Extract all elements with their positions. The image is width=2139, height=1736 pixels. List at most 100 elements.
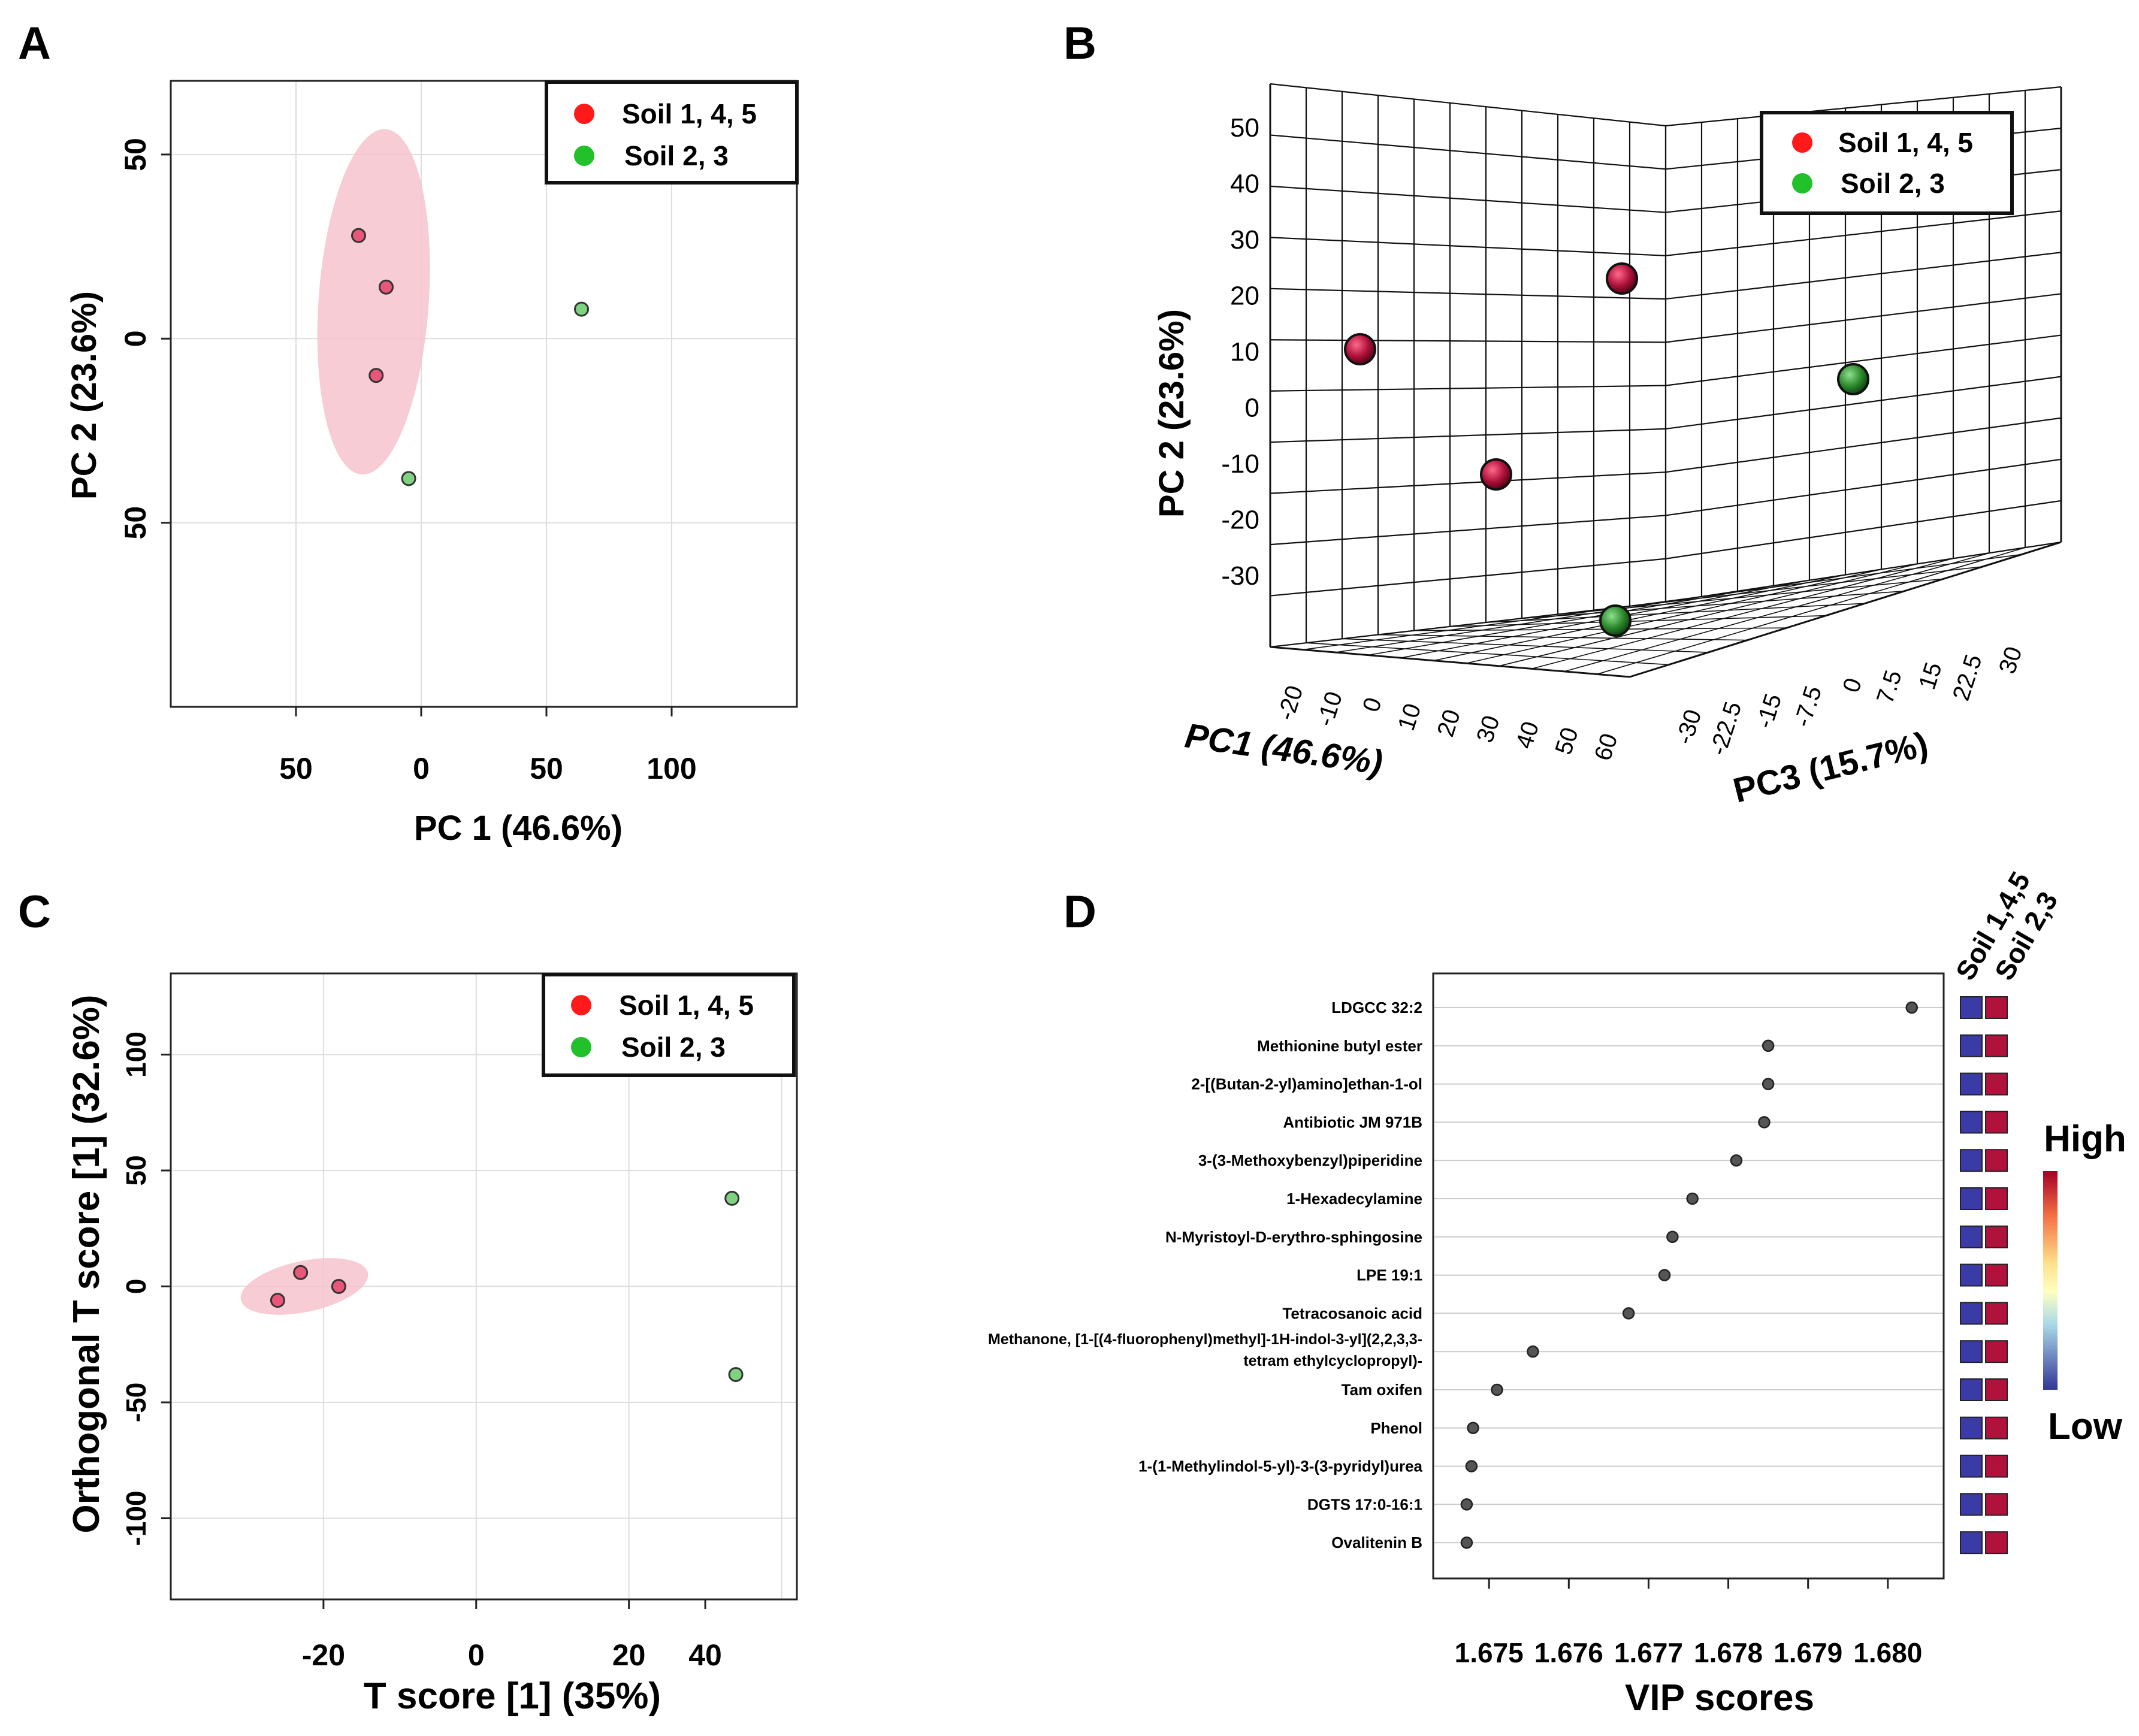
panel-d-heat-cell-col-2 (1985, 996, 2008, 1019)
panel-c-x-tick-label: 20 (612, 1638, 646, 1672)
panel-b-floor-line-b (1597, 547, 2026, 675)
panel-b-y-tick-label: 30 (1230, 225, 1259, 255)
panel-b-right-wall-hline (1665, 210, 2062, 256)
panel-c-x-tick-label: -20 (302, 1638, 345, 1672)
panel-b-legend-marker-1 (1792, 132, 1812, 153)
panel-d-feature-label: DGTS 17:0-16:1 (1307, 1495, 1422, 1513)
panel-b-y-tick-label: -30 (1221, 561, 1259, 591)
panel-a-point-series-1 (378, 279, 394, 295)
panel-c-y-tick-label: 0 (120, 1279, 152, 1295)
panel-b-floor-line-b (1368, 585, 1774, 656)
panel-b-sphere-series-2 (1837, 363, 1869, 395)
panel-d-feature-label: LDGCC 32:2 (1331, 999, 1422, 1017)
panel-d-heat-cell-col-1 (1960, 1454, 1983, 1478)
panel-a-legend-label-2: Soil 2, 3 (624, 140, 729, 171)
panel-c-confidence-ellipse (240, 1258, 368, 1315)
panel-b-left-wall-hline (1270, 558, 1666, 597)
panel-d-vip-dot (1527, 1345, 1539, 1358)
panel-a-legend-marker-2 (574, 146, 594, 166)
panel-c-legend: Soil 1, 4, 5 Soil 2, 3 (542, 973, 796, 1077)
panel-b-y-axis-label: PC 2 (23.6%) (1152, 309, 1191, 518)
panel-b-floor-line-b (1564, 552, 1990, 672)
panel-d-vip-dot (1467, 1422, 1479, 1435)
panel-b-left-wall-hline (1270, 515, 1666, 546)
panel-c-point-series-1 (270, 1293, 285, 1308)
panel-d-heat-cell-col-1 (1960, 1263, 1983, 1287)
panel-b-y-tick-label: 40 (1230, 170, 1259, 199)
panel-b-left-wall-hline (1270, 339, 1666, 343)
panel-b-legend-box (1760, 111, 2014, 215)
panel-b-right-wall-hline (1665, 458, 2062, 516)
panel-letter-c: C (18, 887, 51, 937)
panel-a-confidence-ellipse (317, 129, 430, 475)
panel-d-x-tick-label: 1.676 (1534, 1637, 1603, 1668)
panel-b-floor-line-a (1665, 542, 2062, 603)
panel-b-floor-line-b (1531, 558, 1954, 670)
panel-b-right-wall-hline (1665, 376, 2062, 430)
panel-d-heat-cell-col-1 (1960, 1416, 1983, 1439)
panel-d-vip-dot (1622, 1307, 1635, 1320)
panel-b-left-wall-hline (1270, 471, 1666, 494)
panel-a-point-series-1 (351, 228, 366, 243)
panel-b-left-wall-hline (1270, 134, 1666, 170)
panel-d-heat-cell-col-2 (1985, 1111, 2008, 1134)
panel-d-feature-label: Methionine butyl ester (1257, 1037, 1422, 1055)
panel-c-legend-marker-2 (571, 1037, 591, 1057)
panel-b-sphere-series-1 (1606, 262, 1638, 295)
panel-c-x-tick-label: 40 (688, 1638, 722, 1672)
panel-b-y-tick-label: -10 (1221, 449, 1259, 479)
panel-c-y-tick-label: -100 (120, 1490, 152, 1546)
panel-b-floor-line-a (1449, 615, 1826, 627)
panel-c-y-ticks: 100 50 0 -50 -100 (120, 1032, 171, 1546)
panel-b-x-tick-label: 0 (1358, 694, 1387, 715)
panel-c-point-series-1 (293, 1265, 309, 1280)
panel-d-plot-frame (1432, 972, 1945, 1580)
panel-d-heat-cell-col-1 (1960, 1072, 1983, 1096)
panel-b-3d-grid (1269, 83, 2062, 678)
panel-d-heat-cell-col-2 (1985, 1072, 2008, 1096)
panel-d-feature-label: 2-[(Butan-2-yl)amino]ethan-1-ol (1191, 1075, 1422, 1093)
panel-d-feature-label: Antibiotic JM 971B (1283, 1113, 1422, 1131)
panel-a-y-tick-label: 50 (119, 506, 152, 540)
panel-b-floor-line-a (1485, 603, 1865, 623)
panel-c-y-tick-label: -50 (120, 1383, 152, 1422)
panel-a-x-tick-label: 100 (646, 752, 696, 785)
panel-a-point-series-2 (574, 301, 590, 317)
panel-b-x-tick-label: 30 (1472, 712, 1505, 746)
panel-c-y-axis-label: Orthogonal T score [1] (32.6%) (66, 994, 107, 1533)
panel-d-heat-cell-col-2 (1985, 1187, 2008, 1210)
panel-d-x-tick-label: 1.678 (1694, 1637, 1763, 1668)
panel-c-point-series-1 (331, 1279, 346, 1294)
panel-a-y-tick-label: 50 (119, 138, 152, 171)
panel-b-right-wall-hline (1665, 500, 2062, 559)
panel-a-pca-2d: 50 0 50 100 50 0 50 PC 1 (46.6%) PC 2 (23.6%)… (65, 80, 799, 848)
panel-b-left-wall-hline (1270, 385, 1666, 392)
panel-b-sphere-series-1 (1344, 333, 1376, 365)
panel-a-points (351, 228, 590, 486)
panel-d-heat-cell-col-2 (1985, 1531, 2008, 1554)
panel-d-heatmap (1960, 996, 2008, 1554)
panel-b-x-tick-label: -10 (1312, 688, 1348, 730)
panel-d-vip-dot (1905, 1001, 1918, 1014)
panel-d-vip-dot (1491, 1383, 1503, 1396)
panel-b-legend-label-2: Soil 2, 3 (1841, 168, 1945, 199)
panel-letter-a: A (18, 18, 51, 69)
panel-d-feature-label: 3-(3-Methoxybenzyl)piperidine (1198, 1151, 1422, 1169)
panel-a-x-tick-label: 50 (530, 752, 563, 785)
panel-b-y-tick-label: 0 (1245, 394, 1259, 423)
panel-d-heat-cell-col-1 (1960, 1034, 1983, 1057)
panel-b-floor-line-a (1377, 634, 1748, 641)
panel-d-heat-cell-col-1 (1960, 1340, 1983, 1363)
panel-b-sphere-series-2 (1599, 604, 1632, 637)
panel-c-points (270, 1190, 744, 1383)
panel-b-floor-line-a (1306, 642, 1669, 666)
panel-d-feature-label: Phenol (1370, 1419, 1422, 1437)
panel-d-heat-cell-col-2 (1985, 1302, 2008, 1325)
panel-a-x-tick-label: 0 (413, 752, 430, 785)
panel-b-right-wall-hline (1665, 252, 2062, 300)
panel-d-x-ticks: 1.675 1.676 1.677 1.678 1.679 1.680 (1455, 1578, 1922, 1668)
panel-d-vip-dot (1465, 1460, 1478, 1472)
panel-b-floor-line-b (1498, 563, 1918, 667)
panel-b-x-tick-label: -20 (1273, 682, 1309, 724)
panel-d-heat-cell-col-1 (1960, 1111, 1983, 1134)
